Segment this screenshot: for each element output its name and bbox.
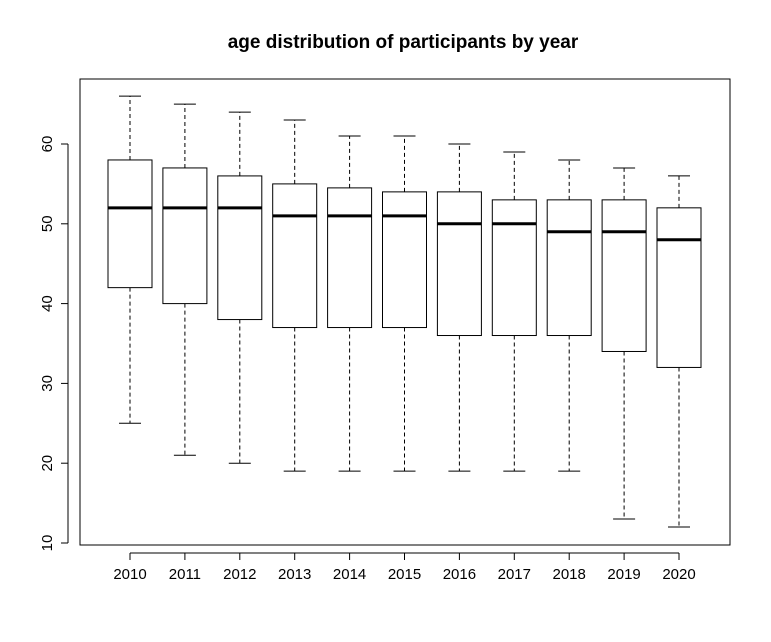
box-2010 [107, 95, 153, 424]
x-tick-label: 2011 [169, 566, 201, 583]
iqr-box [546, 199, 592, 337]
x-tick-label: 2017 [498, 566, 531, 583]
x-tick-label: 2010 [113, 566, 146, 583]
iqr-box [601, 199, 647, 352]
iqr-box [491, 199, 537, 337]
x-tick-label: 2016 [443, 566, 476, 583]
iqr-box [327, 187, 373, 329]
x-tick-label: 2019 [607, 566, 640, 583]
iqr-box [656, 207, 702, 368]
x-tick-label: 2014 [333, 566, 366, 583]
plot-frame [79, 78, 731, 546]
box-2012 [217, 111, 263, 464]
x-axis: 2010 2011 2012 2013 2014 2015 2016 2017 2018 2019… [113, 552, 696, 583]
y-tick-label: 40 [39, 295, 56, 312]
boxes-group [107, 95, 702, 528]
y-tick-label: 60 [39, 136, 56, 153]
y-tick-label: 20 [39, 455, 56, 472]
y-tick-label: 30 [39, 375, 56, 392]
y-tick-label: 50 [39, 215, 56, 232]
iqr-box [382, 191, 427, 329]
box-2017 [491, 151, 537, 472]
box-2019 [601, 167, 647, 520]
box-2015 [382, 135, 427, 472]
y-axis: 10 20 30 40 50 60 [39, 136, 69, 552]
box-2013 [272, 119, 318, 472]
box-2018 [546, 159, 592, 472]
iqr-box [436, 191, 482, 337]
iqr-box [217, 175, 263, 321]
iqr-box [162, 167, 208, 305]
box-2016 [436, 143, 482, 472]
x-tick-label: 2018 [553, 566, 586, 583]
box-2014 [327, 135, 373, 472]
x-tick-label: 2020 [662, 566, 695, 583]
x-tick-label: 2013 [278, 566, 311, 583]
box-2011 [162, 103, 208, 456]
y-tick-label: 10 [39, 535, 56, 552]
x-tick-label: 2015 [388, 566, 421, 583]
chart-title: age distribution of participants by year [228, 32, 579, 53]
x-tick-label: 2012 [223, 566, 256, 583]
iqr-box [107, 159, 153, 289]
iqr-box [272, 183, 318, 329]
box-2020 [656, 175, 702, 528]
